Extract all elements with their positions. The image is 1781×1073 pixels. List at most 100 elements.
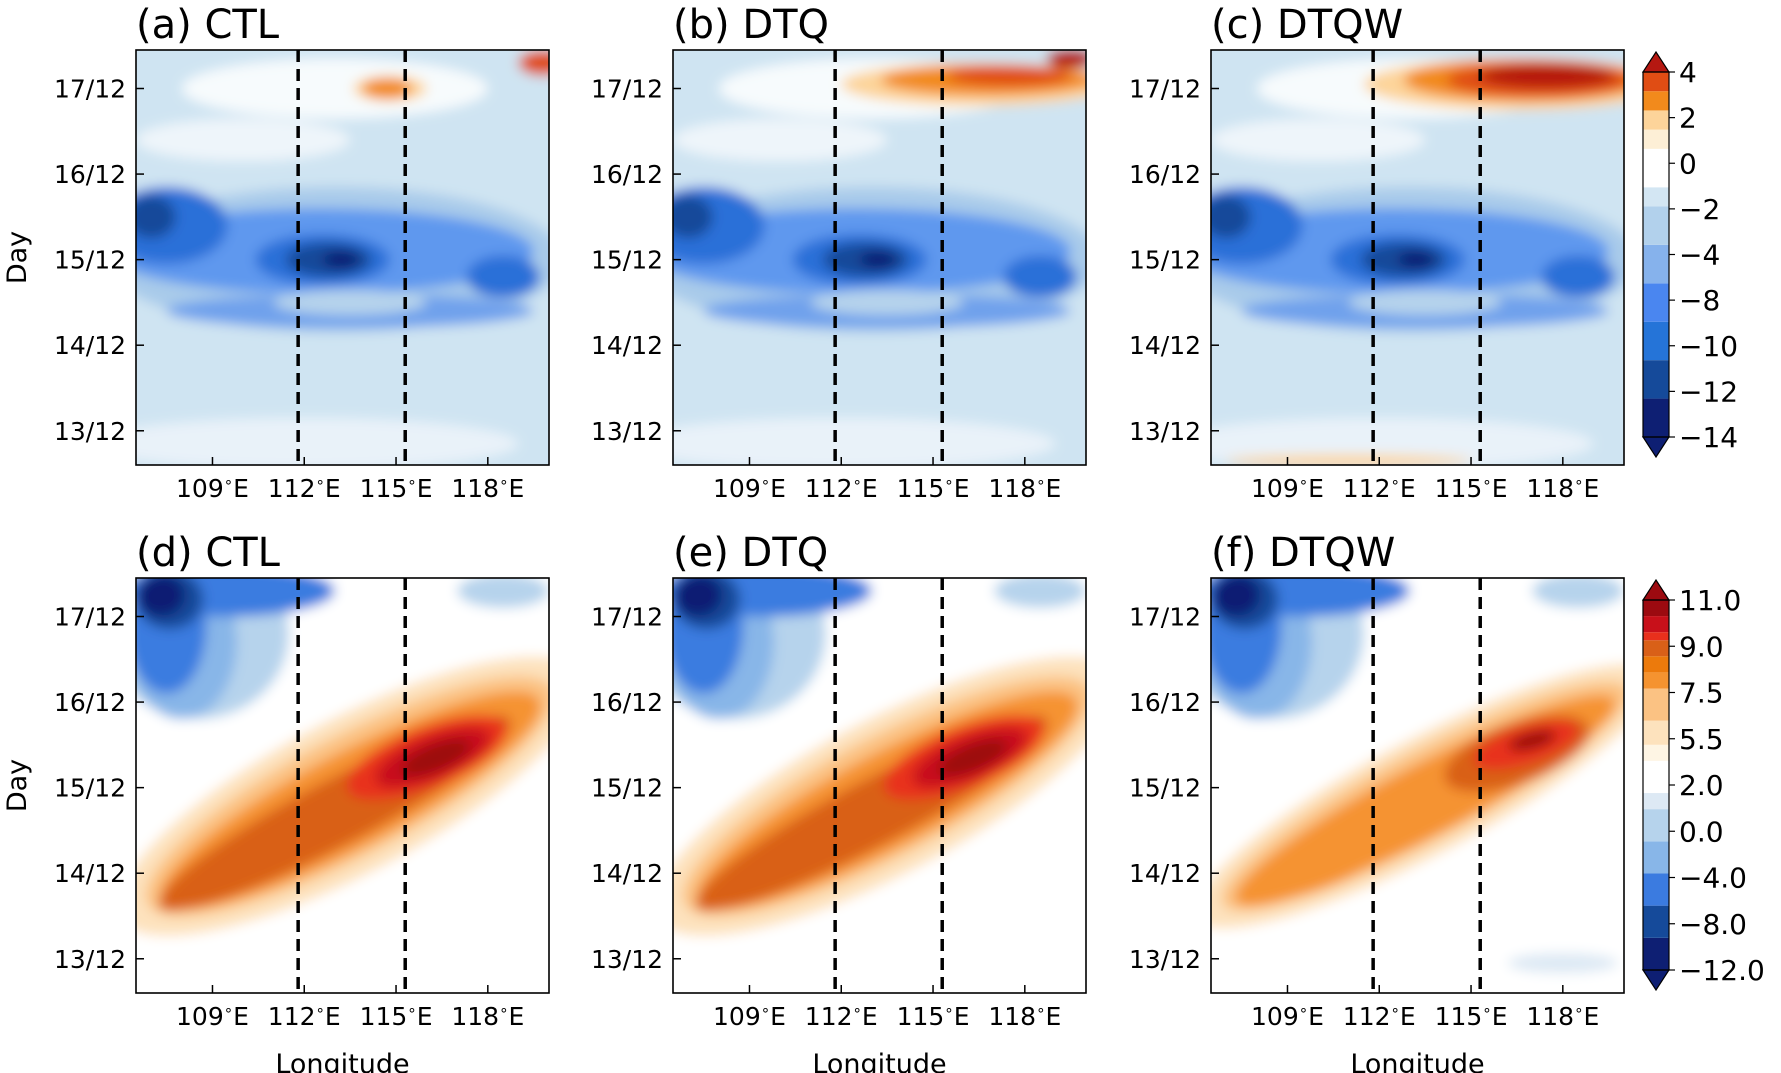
contour-region <box>1254 846 1382 901</box>
y-tick-label: 14/12 <box>1129 331 1201 360</box>
panel-title: (a) CTL <box>136 2 280 48</box>
colorbar-segment <box>1643 398 1669 437</box>
panel-frame <box>1210 577 1625 994</box>
colorbar-label: 7.5 <box>1679 677 1724 710</box>
panel-frame <box>1210 49 1625 466</box>
x-tick-label: 112∘E <box>268 1001 341 1031</box>
y-tick-label: 15/12 <box>1129 246 1201 275</box>
x-tick-label: 109∘E <box>713 1001 786 1031</box>
y-tick-label: 13/12 <box>1129 417 1201 446</box>
colorbar-extend-min <box>1641 436 1671 459</box>
panel-frame <box>672 577 1087 994</box>
x-tick-label: 112∘E <box>268 473 341 503</box>
colorbar-label: 2.0 <box>1679 769 1724 802</box>
contour-region <box>1211 417 1594 465</box>
x-tick-label: 112∘E <box>805 473 878 503</box>
contour-region <box>938 739 1008 776</box>
y-axis-label: Day <box>2 759 33 812</box>
colorbar-segment <box>1643 905 1669 938</box>
colorbar-segment <box>1643 672 1669 689</box>
contour-field <box>673 578 1086 993</box>
contour-region <box>1397 251 1435 269</box>
y-tick-label: 13/12 <box>54 417 126 446</box>
panel-6: (f) DTQW 109∘E 112∘E 115∘E 118∘E 13/12 14/12 15… <box>1129 530 1625 1073</box>
x-tick-label: 109∘E <box>1251 473 1324 503</box>
colorbar-segment <box>1643 873 1669 906</box>
x-tick-label: 118∘E <box>451 473 524 503</box>
contour-region <box>518 50 549 76</box>
colorbar-segment <box>1643 688 1669 721</box>
contour-region <box>457 578 549 608</box>
contour-region <box>1211 578 1260 617</box>
y-tick-label: 16/12 <box>54 688 126 717</box>
x-tick-label: 112∘E <box>1343 473 1416 503</box>
colorbar-extend-min <box>1641 969 1671 992</box>
contour-region <box>859 251 897 269</box>
y-tick-label: 13/12 <box>54 945 126 974</box>
panel-frame <box>135 49 550 466</box>
colorbar-label: 9.0 <box>1679 630 1724 663</box>
colorbar-segment <box>1643 110 1669 130</box>
contour-field <box>1211 578 1624 993</box>
contour-region <box>466 255 540 299</box>
colorbar-segment <box>1643 793 1669 810</box>
panel-title: (c) DTQW <box>1211 2 1403 48</box>
contour-region <box>1541 255 1615 299</box>
y-tick-label: 17/12 <box>54 603 126 632</box>
colorbar-segment <box>1643 640 1669 657</box>
contour-field <box>136 50 549 465</box>
contour-region <box>1507 952 1618 974</box>
x-tick-label: 118∘E <box>988 1001 1061 1031</box>
contour-region <box>1211 195 1251 239</box>
x-tick-label: 118∘E <box>988 473 1061 503</box>
y-tick-label: 14/12 <box>591 331 663 360</box>
contour-region <box>322 251 360 269</box>
x-tick-label: 115∘E <box>360 473 433 503</box>
y-tick-label: 14/12 <box>591 859 663 888</box>
x-tick-label: 118∘E <box>1526 1001 1599 1031</box>
x-tick-label: 115∘E <box>360 1001 433 1031</box>
colorbar-segment <box>1643 187 1669 207</box>
panel-5: (e) DTQ 109∘E 112∘E 115∘E 118∘E 13/12 14/12 15/… <box>591 530 1087 1073</box>
contour-region <box>1211 118 1426 162</box>
contour-region <box>136 118 351 162</box>
colorbar-segment <box>1643 206 1669 245</box>
contour-region <box>273 289 427 316</box>
colorbar-label: −8 <box>1679 284 1720 317</box>
y-tick-label: 17/12 <box>54 75 126 104</box>
contour-region <box>1348 289 1502 316</box>
colorbar-label: −10 <box>1679 330 1738 363</box>
contour-region <box>673 195 713 239</box>
contour-region <box>810 289 964 316</box>
contour-field <box>1211 50 1624 465</box>
colorbars-layer: 4 2 0 −2 −4 −8 −10 −12 −14 11.0 9.0 7.5 5.5 2.0 0.0 −4.… <box>1641 50 1765 992</box>
x-tick-label: 118∘E <box>451 1001 524 1031</box>
contour-region <box>673 118 888 162</box>
x-tick-label: 115∘E <box>897 473 970 503</box>
colorbar-label: 11.0 <box>1679 584 1741 617</box>
x-tick-label: 115∘E <box>897 1001 970 1031</box>
x-axis-label: Longitude <box>1350 1049 1484 1073</box>
x-axis-label: Longitude <box>275 1049 409 1073</box>
y-tick-label: 17/12 <box>591 603 663 632</box>
y-tick-label: 16/12 <box>54 160 126 189</box>
y-tick-label: 16/12 <box>1129 688 1201 717</box>
panel-title: (f) DTQW <box>1211 530 1395 576</box>
y-tick-label: 15/12 <box>591 246 663 275</box>
panel-frame <box>672 49 1087 466</box>
x-tick-label: 109∘E <box>713 473 786 503</box>
contour-region <box>136 417 519 465</box>
y-tick-label: 13/12 <box>591 945 663 974</box>
contour-region <box>401 739 471 776</box>
panel-frame <box>135 577 550 994</box>
colorbar-label: −12 <box>1679 375 1738 408</box>
colorbar-top: 4 2 0 −2 −4 −8 −10 −12 −14 <box>1641 50 1738 459</box>
colorbar-segment <box>1643 91 1669 111</box>
colorbar-label: 0 <box>1679 147 1697 180</box>
colorbar-label: −8.0 <box>1679 908 1747 941</box>
contour-region <box>1480 63 1615 88</box>
panel-4: (d) CTL 109∘E 112∘E 115∘E 118∘E 13/12 14/12 15/… <box>2 530 550 1073</box>
panel-3: (c) DTQW 109∘E 112∘E 115∘E 118∘E 13/12 14/12 15… <box>1129 2 1625 503</box>
contour-region <box>181 58 488 119</box>
